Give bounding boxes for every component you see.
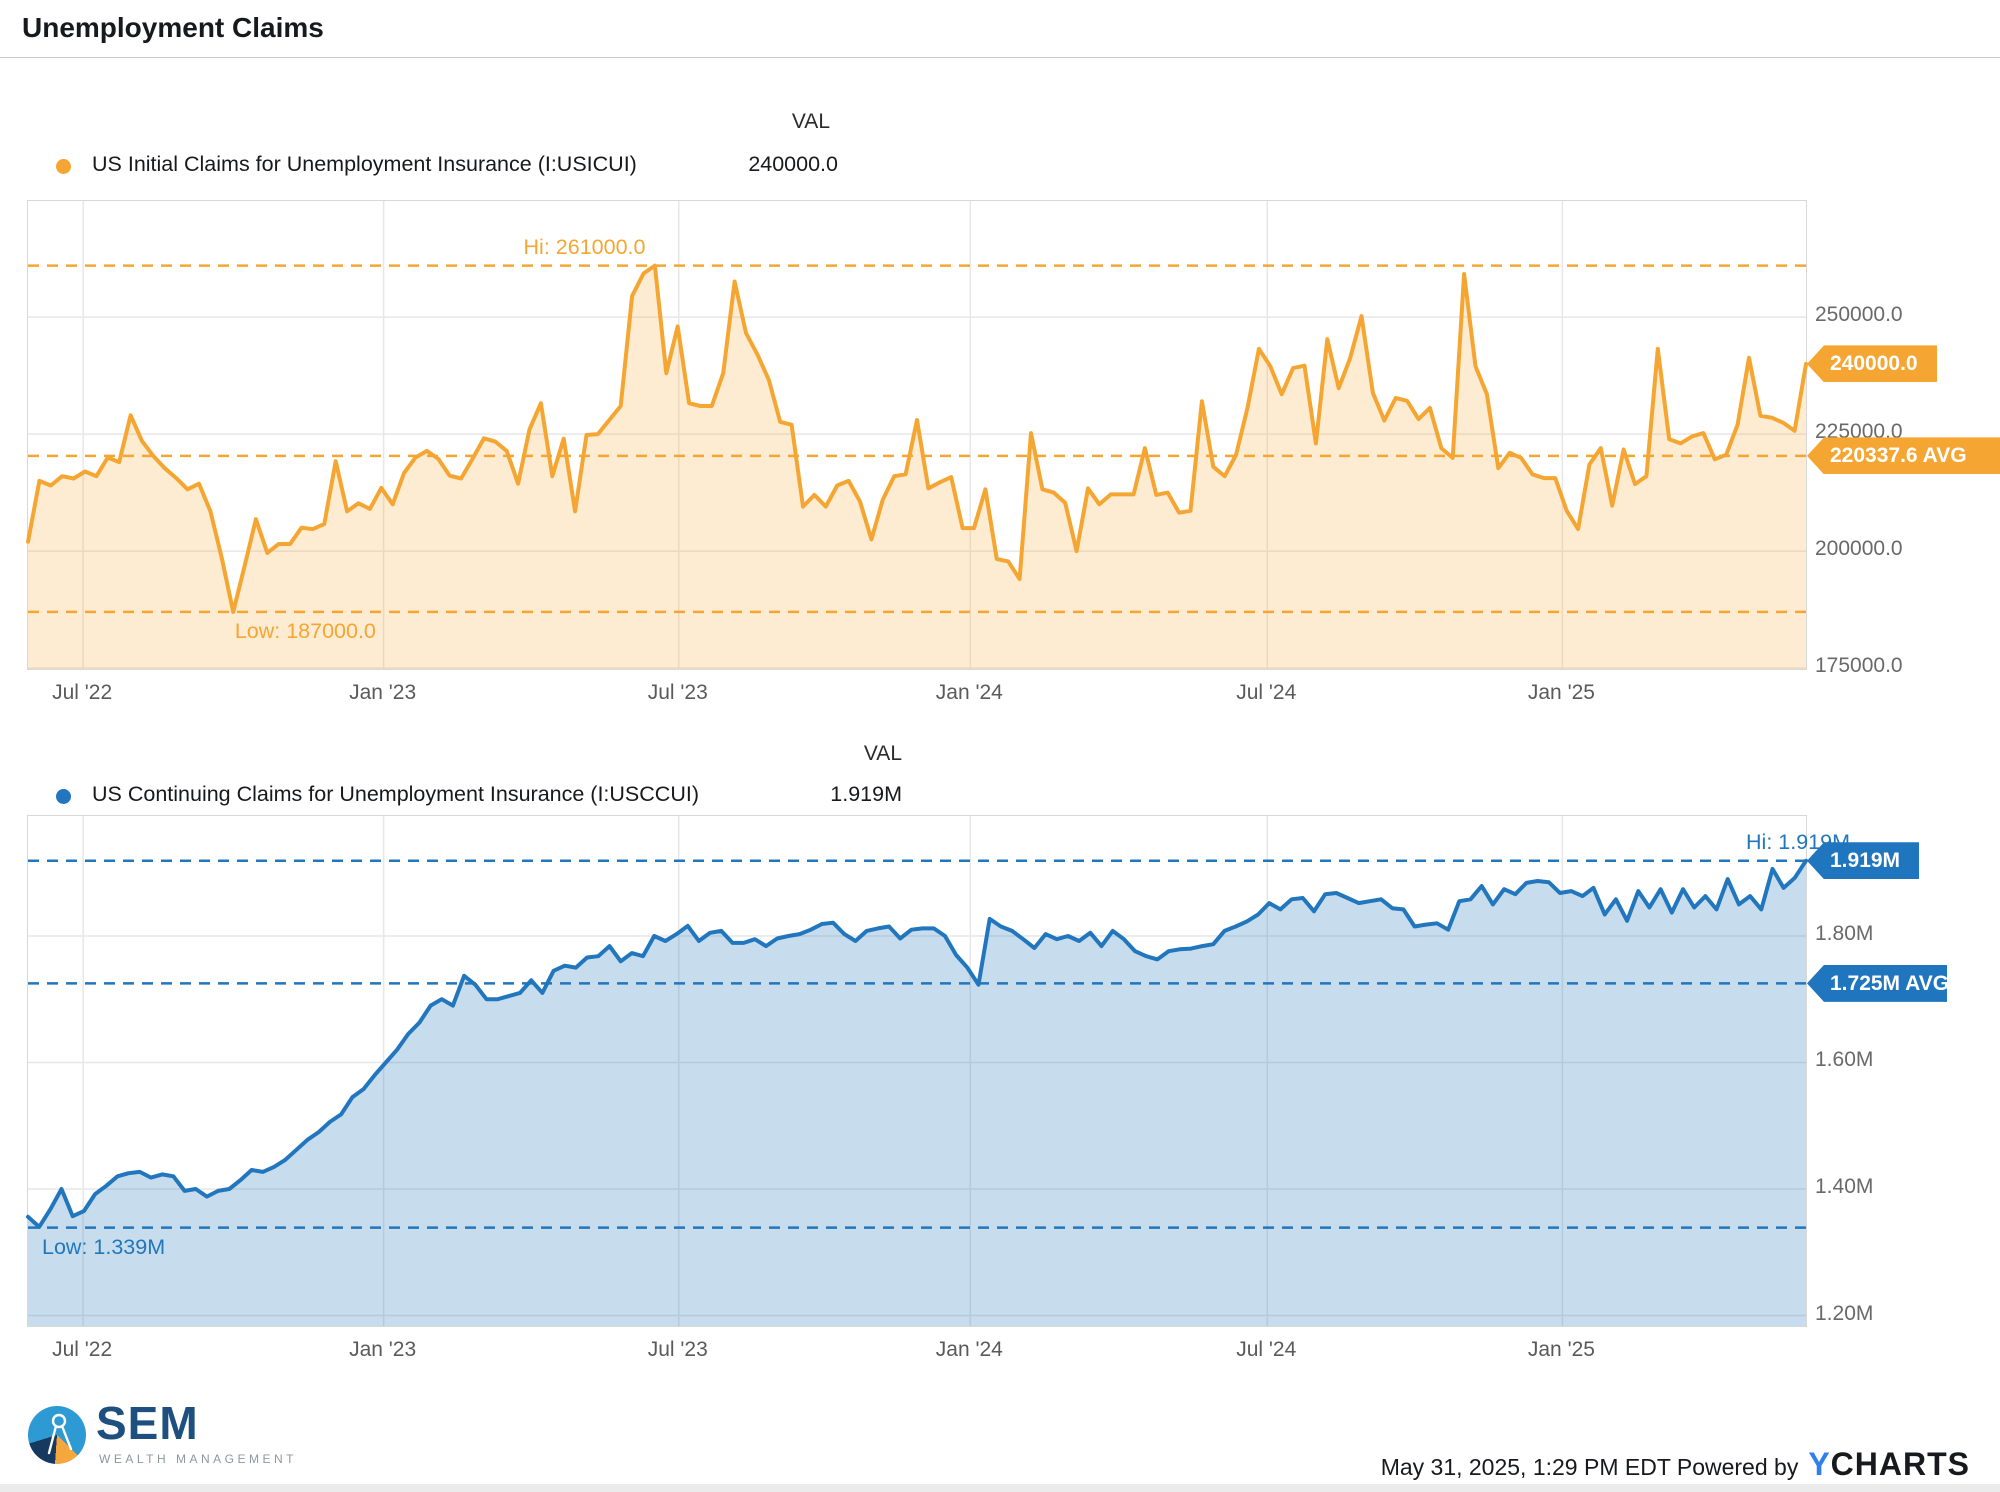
continuing-claims-series-dot-icon [56,789,71,804]
initial-claims-current-value: 240000.0 [748,152,838,176]
y-axis-tick-label: 225000.0 [1815,420,1903,444]
timestamp-text: May 31, 2025, 1:29 PM EDT [1380,1454,1671,1480]
footer-attribution: May 31, 2025, 1:29 PM EDT Powered by YCH… [1381,1446,1970,1483]
x-axis-tick-label: Jan '25 [1527,681,1595,704]
initial-claims-chart-plot[interactable]: Hi: 261000.0 Low: 187000.0 240000.0 2203… [26,200,2000,670]
y-axis-tick-label: 1.80M [1815,921,1874,945]
title-divider [0,57,2000,58]
continuing-claims-current-badge: 1.919M [1807,842,1919,880]
continuing-claims-low-annotation: Low: 1.339M [42,1234,166,1259]
ycharts-logo: YCHARTS [1808,1446,1970,1483]
initial-claims-area-chart [26,201,1808,669]
y-axis-tick-label: 1.60M [1815,1048,1874,1072]
x-axis-tick-label: Jul '24 [1236,681,1297,704]
ycharts-y-glyph: Y [1808,1446,1831,1482]
y-axis-tick-label: 250000.0 [1815,303,1903,327]
y-axis-tick-label: 1.40M [1815,1174,1874,1198]
continuing-claims-chart-plot[interactable]: Hi: 1.919M Low: 1.339M 1.919M 1.725M AVG [26,815,1947,1327]
caliper-icon [47,1413,73,1455]
x-axis-tick-label: Jul '24 [1236,1338,1297,1361]
continuing-claims-val-header: VAL [863,742,902,765]
x-axis-tick-label: Jul '23 [647,1338,708,1361]
initial-claims-series-label: US Initial Claims for Unemployment Insur… [92,152,637,176]
initial-claims-hi-annotation: Hi: 261000.0 [523,234,646,259]
x-axis-tick-label: Jan '25 [1527,1338,1595,1361]
sem-brand-name: SEM [96,1397,199,1449]
y-axis-tick-label: 175000.0 [1815,654,1903,678]
continuing-claims-series-label: US Continuing Claims for Unemployment In… [92,782,699,806]
y-axis-tick-label: 1.20M [1815,1301,1874,1325]
continuing-claims-avg-badge: 1.725M AVG [1807,964,1947,1002]
x-axis-tick-label: Jan '24 [935,1338,1003,1361]
continuing-claims-current-value: 1.919M [830,782,902,806]
initial-claims-avg-badge: 220337.6 AVG [1807,437,2000,475]
ycharts-wordmark: CHARTS [1830,1446,1970,1482]
x-axis-tick-label: Jul '23 [647,681,708,704]
y-axis-tick-label: 200000.0 [1815,537,1903,561]
bottom-strip [0,1484,2000,1492]
timestamp: May 31, 2025, 1:29 PM EDT Powered by [1381,1454,1799,1481]
continuing-claims-area-chart [26,816,1808,1326]
page-title: Unemployment Claims [22,12,324,43]
sem-brand-subtitle: WEALTH MANAGEMENT [99,1452,297,1466]
powered-by-text: Powered by [1676,1454,1799,1480]
x-axis-tick-label: Jan '23 [349,681,417,704]
initial-claims-series-dot-icon [56,159,71,174]
initial-claims-low-annotation: Low: 187000.0 [234,618,376,643]
initial-claims-val-header: VAL [791,110,830,133]
x-axis-tick-label: Jan '24 [935,681,1003,704]
x-axis-tick-label: Jul '22 [52,1338,113,1361]
sem-logo-icon [28,1406,86,1464]
x-axis-tick-label: Jan '23 [349,1338,417,1361]
initial-claims-current-badge: 240000.0 [1807,345,1937,383]
x-axis-tick-label: Jul '22 [52,681,113,704]
